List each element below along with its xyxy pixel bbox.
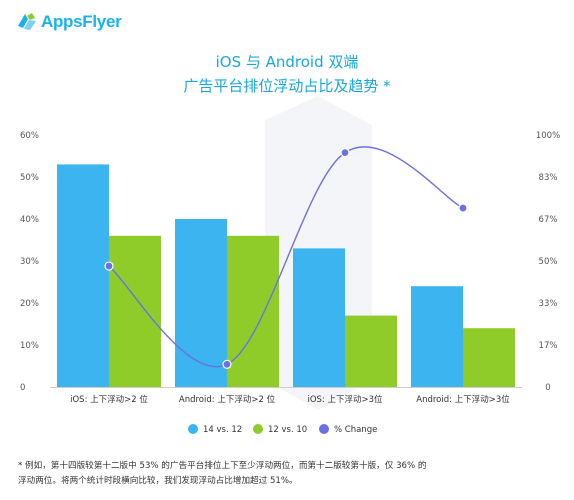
left-axis-tick-label: 20% — [20, 299, 39, 309]
footnote-line2: 浮动两位。将两个统计时段横向比较，我们发现浮动占比增加超过 51%。 — [18, 476, 298, 486]
appsflyer-logo-icon — [18, 13, 36, 30]
left-axis-tick-label: 30% — [20, 257, 39, 267]
left-axis-tick-label: 60% — [20, 131, 39, 141]
right-axis-tick-label: 17% — [539, 341, 558, 351]
category-label: Android: 上下浮动>3位 — [416, 394, 510, 405]
bar-series2 — [463, 328, 515, 387]
legend-label: 12 vs. 10 — [268, 425, 307, 435]
category-label: iOS: 上下浮动>2 位 — [70, 394, 148, 405]
right-axis-tick-label: 83% — [539, 173, 558, 183]
percent-change-point — [340, 148, 350, 158]
percent-change-point — [104, 261, 114, 271]
left-axis-tick-label: 10% — [20, 341, 39, 351]
right-axis-tick-label: 33% — [539, 299, 558, 309]
footnote: * 例如，第十四版较第十二版中 53% 的广告平台排位上下至少浮动两位，而第十二… — [18, 459, 558, 489]
left-axis-tick-label: 0 — [20, 383, 25, 393]
category-label: Android: 上下浮动>2 位 — [179, 394, 276, 405]
legend-label: % Change — [334, 425, 377, 435]
brand-name: AppsFlyer — [41, 12, 122, 31]
left-axis-tick-label: 50% — [20, 173, 39, 183]
legend-label: 14 vs. 12 — [203, 425, 242, 435]
legend-marker — [188, 424, 198, 434]
bar-series1 — [411, 286, 463, 387]
bar-series1 — [293, 248, 345, 387]
bar-series2 — [345, 315, 397, 387]
bar-series2 — [227, 235, 279, 387]
bar-series1 — [57, 164, 109, 387]
appsflyer-logo: AppsFlyer — [16, 12, 122, 32]
left-axis-tick-label: 40% — [20, 215, 39, 225]
right-axis-tick-label: 67% — [539, 215, 558, 225]
percent-change-point — [458, 203, 468, 213]
legend-marker — [319, 424, 329, 434]
footnote-line1: * 例如，第十四版较第十二版中 53% 的广告平台排位上下至少浮动两位，而第十二… — [18, 461, 427, 471]
chart-title-line1: iOS 与 Android 双端 — [215, 53, 359, 71]
legend-marker — [253, 424, 263, 434]
right-axis-tick-label: 0 — [545, 383, 550, 393]
right-axis-tick-label: 100% — [536, 131, 560, 141]
chart: 0 10% 20% 30% 40% 50% 60% 0 17% 33% 50% 67% 83% 100% i… — [20, 96, 560, 435]
right-axis-tick-label: 50% — [539, 257, 558, 267]
bar-series1 — [175, 219, 227, 387]
chart-title-line2: 广告平台排位浮动占比及趋势 * — [183, 77, 391, 95]
percent-change-line — [108, 146, 464, 368]
bar-series2 — [109, 235, 161, 387]
category-label: iOS: 上下浮动>3位 — [307, 394, 383, 405]
percent-change-point — [222, 359, 232, 369]
